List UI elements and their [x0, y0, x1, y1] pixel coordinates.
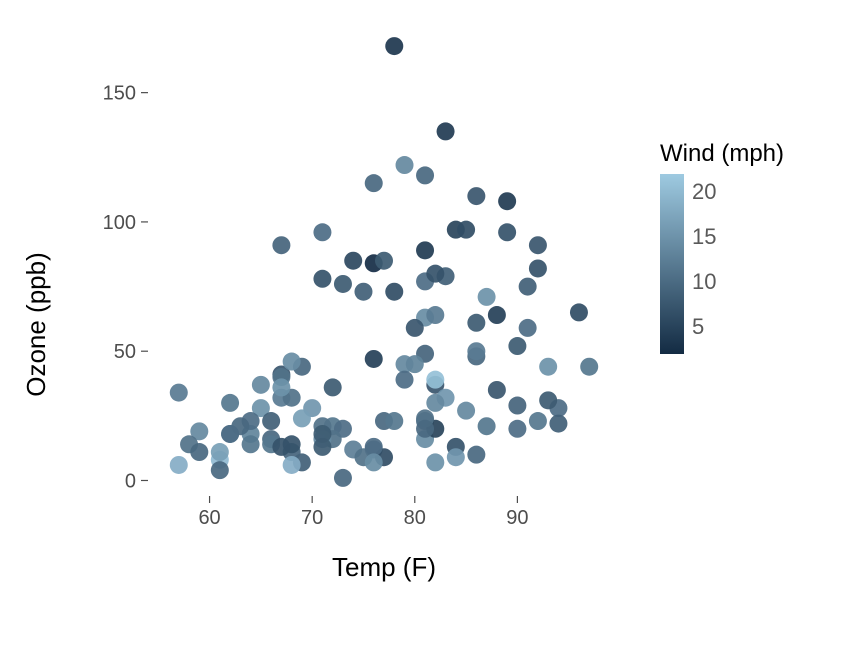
data-point [211, 461, 229, 479]
data-point [447, 448, 465, 466]
data-point [437, 122, 455, 140]
data-point [365, 438, 383, 456]
data-point [170, 456, 188, 474]
data-point [529, 412, 547, 430]
legend-tick-label: 10 [692, 269, 716, 295]
data-point [283, 456, 301, 474]
data-point [426, 371, 444, 389]
data-point [416, 420, 434, 438]
data-point [498, 223, 516, 241]
data-point [293, 409, 311, 427]
data-point [385, 283, 403, 301]
legend-tick-label: 5 [692, 314, 704, 340]
data-point [365, 350, 383, 368]
x-axis-label-text: Temp (F) [332, 552, 436, 582]
legend-tick-label: 15 [692, 224, 716, 250]
data-point [580, 358, 598, 376]
data-point [313, 270, 331, 288]
data-point [478, 417, 496, 435]
data-point [529, 236, 547, 254]
data-point [539, 391, 557, 409]
data-point [385, 412, 403, 430]
legend-title: Wind (mph) [660, 140, 784, 168]
data-point [467, 342, 485, 360]
data-point [221, 394, 239, 412]
data-point [221, 425, 239, 443]
data-point [385, 37, 403, 55]
data-point [539, 358, 557, 376]
data-point [467, 187, 485, 205]
data-point [272, 236, 290, 254]
data-point [426, 394, 444, 412]
data-point [334, 275, 352, 293]
data-point [498, 192, 516, 210]
data-point [242, 435, 260, 453]
data-point [519, 319, 537, 337]
data-point [334, 469, 352, 487]
x-tick-label: 80 [404, 507, 426, 529]
data-point [508, 420, 526, 438]
data-point [426, 453, 444, 471]
color-legend: Wind (mph) 5101520 [660, 140, 784, 354]
data-point [375, 252, 393, 270]
data-point [324, 378, 342, 396]
data-point [406, 355, 424, 373]
data-point [313, 223, 331, 241]
data-point [488, 306, 506, 324]
data-point [313, 425, 331, 443]
y-tick-label: 50 [114, 341, 136, 363]
x-tick-label: 90 [506, 507, 528, 529]
data-point [170, 384, 188, 402]
data-point [529, 259, 547, 277]
data-point [365, 174, 383, 192]
data-point [508, 337, 526, 355]
data-point [457, 402, 475, 420]
data-point [283, 353, 301, 371]
data-point [519, 278, 537, 296]
data-point [426, 265, 444, 283]
data-point [478, 288, 496, 306]
y-axis-label: Ozone (ppb) [12, 0, 60, 648]
data-point [508, 397, 526, 415]
legend-tick-label: 20 [692, 179, 716, 205]
data-point [570, 303, 588, 321]
y-tick-label: 0 [125, 470, 136, 492]
y-axis-label-text: Ozone (ppb) [21, 252, 52, 397]
x-tick-label: 70 [301, 507, 323, 529]
data-point [354, 283, 372, 301]
data-point [426, 306, 444, 324]
x-tick-label: 60 [198, 507, 220, 529]
data-point [416, 241, 434, 259]
data-point [457, 221, 475, 239]
y-tick-label: 100 [103, 212, 136, 234]
data-point [365, 453, 383, 471]
data-point [272, 378, 290, 396]
data-point [190, 443, 208, 461]
legend-colorbar: 5101520 [660, 174, 684, 354]
y-tick-label: 150 [103, 83, 136, 105]
data-point [396, 156, 414, 174]
data-point [549, 415, 567, 433]
scatter-chart: 60 70 80 90 0 50 100 150 Ozone (ppb) Temp (F) W… [0, 0, 864, 648]
x-axis-label: Temp (F) [148, 552, 620, 583]
data-point [406, 319, 424, 337]
data-point [467, 446, 485, 464]
data-point [252, 376, 270, 394]
data-point [467, 314, 485, 332]
scatter-points [170, 37, 598, 487]
data-point [211, 443, 229, 461]
data-point [283, 435, 301, 453]
data-point [416, 166, 434, 184]
data-point [396, 371, 414, 389]
data-point [262, 412, 280, 430]
data-point [488, 381, 506, 399]
data-point [344, 252, 362, 270]
